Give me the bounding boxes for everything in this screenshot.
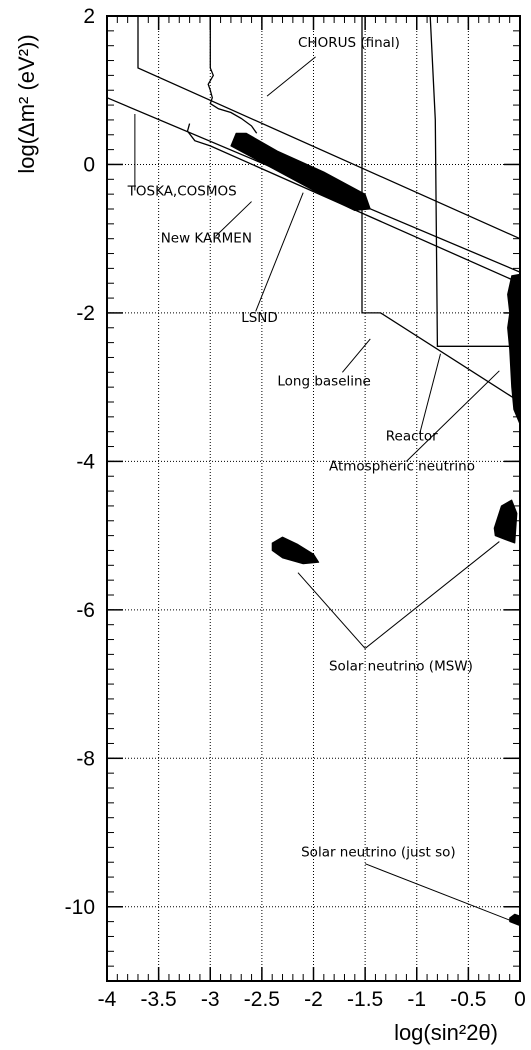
annotation-leader-line (215, 201, 252, 237)
ticks-layer: -4 -3.5 -3 -2.5 -2 -1.5 -1 -0.5 0 2 0 -2 -4 -6 -8 -10 (65, 5, 526, 1011)
curve-chorus-final (137, 16, 521, 240)
allowed-regions-layer (230, 132, 521, 926)
annotation-leader-line (342, 338, 371, 373)
y-tick-label: -8 (76, 747, 95, 770)
x-axis-label: log(sin²2θ) (394, 1020, 498, 1045)
x-tick-label: -3.5 (141, 988, 177, 1011)
region-solar-neutrino-just-so (509, 913, 520, 926)
annotation-leader-line (297, 572, 366, 649)
annotation-toska-cosmos: TOSKA,COSMOS (127, 184, 237, 200)
annotation-lsnd: LSND (241, 310, 278, 326)
y-tick-label: -4 (76, 450, 95, 473)
region-lsnd (230, 132, 371, 211)
x-tick-label: -2 (304, 988, 323, 1011)
annotation-solar-neutrino-msw: Solar neutrino (MSW) (329, 659, 473, 675)
x-tick-label: -3 (201, 988, 220, 1011)
annotation-leader-line (364, 541, 500, 649)
y-axis-label: log(Δm² (eV²)) (14, 34, 39, 173)
annotation-leader-line (406, 370, 500, 462)
y-tick-label: -2 (76, 302, 95, 325)
x-tick-label: -2.5 (244, 988, 280, 1011)
annotation-leader-line (266, 56, 316, 97)
curve-long-baseline (361, 16, 521, 403)
curve-new-karmen (186, 123, 512, 281)
annotation-reactor: Reactor (386, 429, 438, 445)
x-tick-label: -1.5 (347, 988, 383, 1011)
y-tick-label: -6 (76, 599, 95, 622)
y-tick-label: 0 (83, 153, 95, 176)
region-solar-neutrino-msw-small-angle (271, 536, 320, 565)
x-tick-label: -4 (98, 988, 117, 1011)
annotation-leader-line (255, 192, 304, 312)
x-tick-label: 0 (514, 988, 526, 1011)
curve-reactor (429, 15, 520, 347)
curve-chorus-left-edge (207, 16, 258, 134)
grid-layer (107, 16, 520, 981)
region-solar-neutrino-msw-large-angle (493, 499, 518, 544)
x-tick-label: -1 (407, 988, 426, 1011)
annotation-atmospheric-neutrino: Atmospheric neutrino (329, 458, 475, 474)
annotation-leader-line (419, 353, 441, 434)
annotations-layer: CHORUS (final) TOSKA,COSMOS New KARMEN LSND… (127, 35, 510, 921)
annotation-solar-neutrino-just-so: Solar neutrino (just so) (301, 844, 456, 860)
annotation-new-karmen: New KARMEN (161, 230, 252, 246)
y-tick-label: -10 (65, 896, 95, 919)
x-tick-label: -0.5 (450, 988, 486, 1011)
annotation-leader-line (364, 863, 510, 921)
annotation-long-baseline: Long baseline (277, 374, 371, 390)
annotation-chorus-final: CHORUS (final) (298, 35, 400, 51)
y-tick-label: 2 (83, 5, 95, 28)
